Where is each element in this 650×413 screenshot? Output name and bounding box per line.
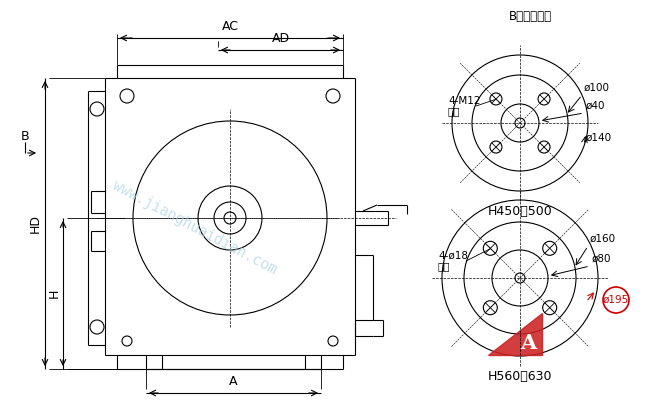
- Text: ø195: ø195: [603, 295, 629, 305]
- Text: 4-M12: 4-M12: [448, 96, 480, 106]
- Text: 均布: 均布: [438, 261, 450, 271]
- Text: H: H: [47, 289, 60, 298]
- Text: ø80: ø80: [592, 254, 612, 264]
- Text: ø100: ø100: [584, 83, 610, 93]
- Text: ø140: ø140: [586, 133, 612, 143]
- Text: B向法兰尺寸: B向法兰尺寸: [508, 10, 552, 23]
- Text: ø40: ø40: [586, 101, 606, 111]
- Text: B: B: [21, 131, 29, 143]
- Text: 均布: 均布: [448, 106, 460, 116]
- Text: AD: AD: [272, 32, 289, 45]
- Text: A: A: [229, 375, 238, 388]
- Text: AC: AC: [222, 20, 239, 33]
- Text: www.jianghuaidian.com: www.jianghuaidian.com: [111, 178, 280, 278]
- Text: 4-ø18: 4-ø18: [438, 251, 468, 261]
- Text: H560～630: H560～630: [488, 370, 552, 383]
- Text: H450～500: H450～500: [488, 205, 552, 218]
- Text: HD: HD: [29, 214, 42, 233]
- Polygon shape: [488, 313, 542, 355]
- Text: A: A: [520, 333, 536, 353]
- Text: ø160: ø160: [590, 234, 616, 244]
